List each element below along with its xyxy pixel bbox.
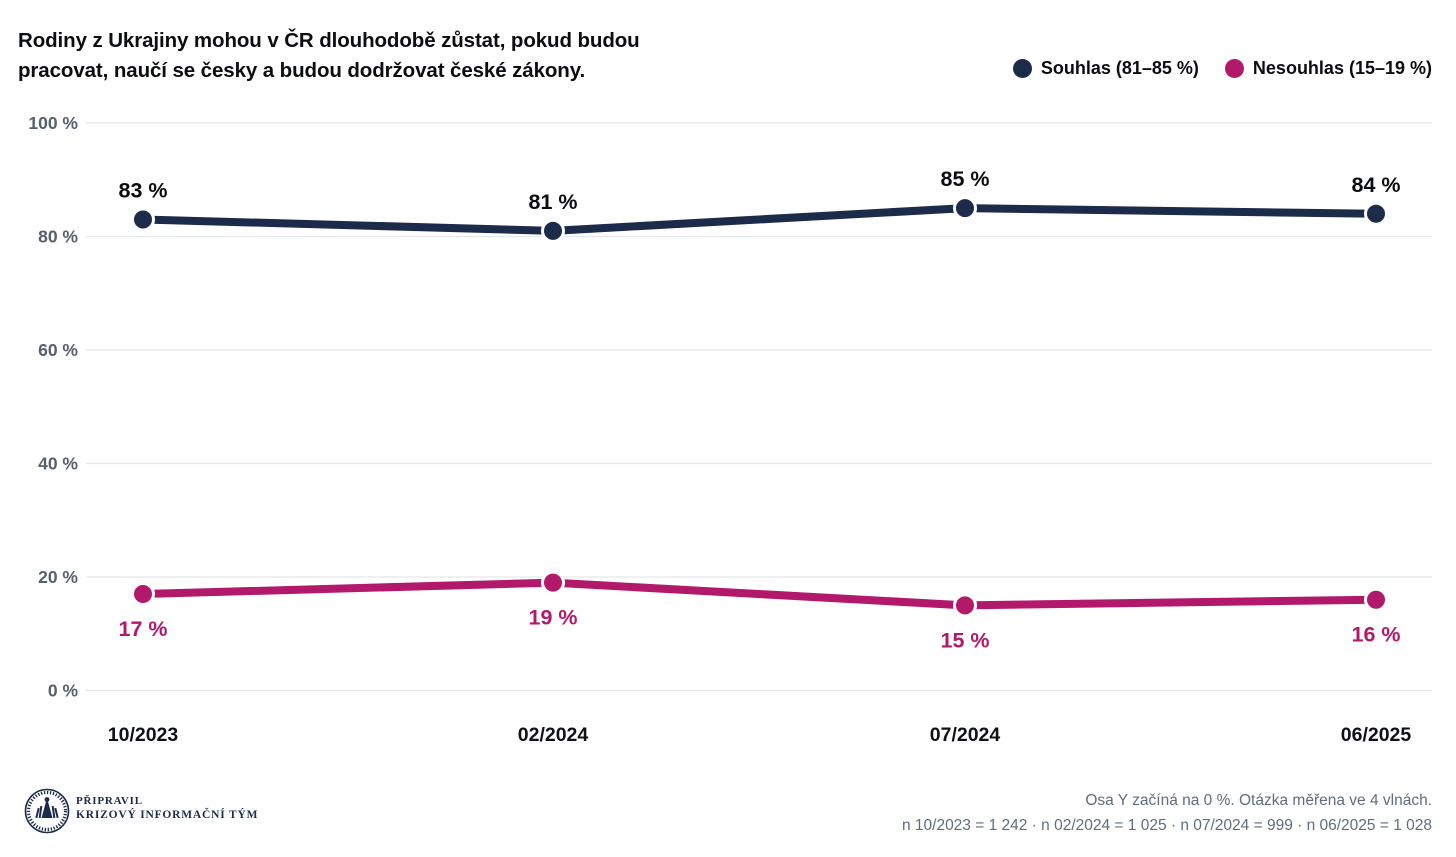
- data-point: [1364, 201, 1388, 226]
- note-sample-sizes: n 10/2023 = 1 242 · n 02/2024 = 1 025 · …: [901, 817, 1432, 834]
- data-label: 15 %: [940, 628, 989, 652]
- data-label: 17 %: [118, 617, 167, 641]
- y-axis-tick-20: 20 %: [38, 567, 78, 587]
- data-point: [953, 593, 977, 618]
- data-point: [541, 570, 565, 595]
- credit-prepared-by: PŘIPRAVIL: [76, 795, 143, 807]
- data-label: 84 %: [1351, 173, 1400, 197]
- souhlas-dot-icon: [1012, 59, 1032, 78]
- legend-item-nesouhlas: Nesouhlas (15–19 %): [1224, 58, 1432, 79]
- data-label: 83 %: [118, 178, 167, 202]
- data-label: 19 %: [528, 606, 577, 630]
- data-point: [131, 582, 155, 607]
- series-line-Nesouhlas (15–19 %): [139, 578, 1380, 610]
- y-axis-tick-60: 60 %: [38, 340, 78, 360]
- series-line-Souhlas (81–85 %): [139, 204, 1380, 235]
- legend-label-souhlas: Souhlas (81–85 %): [1040, 58, 1199, 78]
- y-axis-tick-100: 100 %: [28, 113, 78, 133]
- legend-item-souhlas: Souhlas (81–85 %): [1012, 58, 1199, 79]
- data-point: [953, 196, 977, 221]
- footer-notes: Osa Y začíná na 0 %. Otázka měřena ve 4 …: [902, 788, 1432, 838]
- credit-org-name: KRIZOVÝ INFORMAČNÍ TÝM: [76, 809, 259, 821]
- chart-title: Rodiny z Ukrajiny mohou v ČR dlouhodobě …: [18, 26, 640, 86]
- data-label: 85 %: [940, 167, 989, 191]
- x-axis-label-06/2025: 06/2025: [1341, 724, 1412, 746]
- chart-title-line1: Rodiny z Ukrajiny mohou v ČR dlouhodobě …: [18, 29, 640, 52]
- x-axis-label-07/2024: 07/2024: [930, 724, 1001, 746]
- line-chart-canvas: 0 % 20 % 40 % 60 % 80 % 100 % 10/2023 02/2024 07…: [28, 113, 1432, 746]
- data-point: [131, 207, 155, 232]
- nesouhlas-dot-icon: [1224, 59, 1244, 78]
- footer-credit: PŘIPRAVIL KRIZOVÝ INFORMAČNÍ TÝM: [76, 794, 258, 823]
- krizovy-informacni-tym-seal-icon: [24, 788, 70, 834]
- y-axis-tick-80: 80 %: [38, 227, 78, 247]
- data-label: 16 %: [1351, 623, 1400, 647]
- y-axis-tick-0: 0 %: [48, 681, 79, 701]
- x-axis-label-10/2023: 10/2023: [108, 724, 179, 746]
- data-point: [1364, 587, 1388, 612]
- data-point: [541, 218, 565, 243]
- data-label: 81 %: [528, 190, 577, 214]
- y-axis-tick-40: 40 %: [38, 454, 78, 474]
- chart-legend: Souhlas (81–85 %) Nesouhlas (15–19 %): [1012, 58, 1432, 79]
- note-methodology: Osa Y začíná na 0 %. Otázka měřena ve 4 …: [1085, 792, 1432, 809]
- legend-label-nesouhlas: Nesouhlas (15–19 %): [1252, 58, 1432, 78]
- chart-title-line2: pracovat, naučí se česky a budou dodržov…: [18, 59, 586, 82]
- x-axis-label-02/2024: 02/2024: [518, 724, 589, 746]
